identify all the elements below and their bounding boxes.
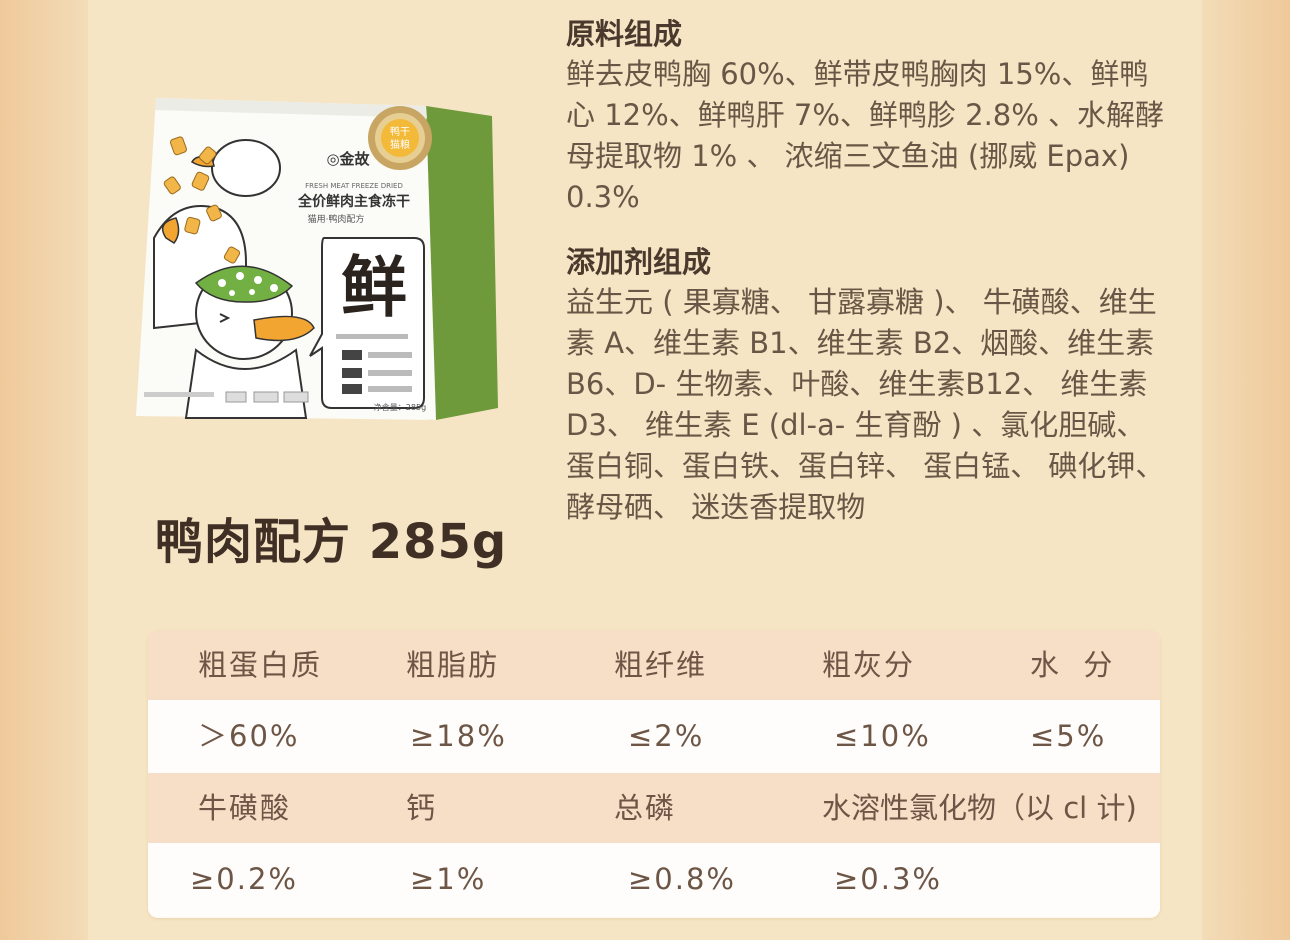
value-cell: ≥0.8% [628, 862, 736, 896]
nutrition-header-row-1: 粗蛋白质 粗脂肪 粗纤维 粗灰分 水 分 [148, 630, 1160, 700]
nutrition-value-row-1: ＞60% ≥18% ≤2% ≤10% ≤5% [148, 700, 1160, 773]
value-cell: ≤5% [1030, 719, 1107, 753]
package-badge: 鲜 [341, 249, 407, 326]
additives-text: 益生元 ( 果寡糖、 甘露寡糖 )、 牛磺酸、维生素 A、维生素 B1、维生素 … [566, 285, 1165, 524]
ingredients-text: 鲜去皮鸭胸 60%、鲜带皮鸭胸肉 15%、鲜鸭心 12%、鲜鸭肝 7%、鲜鸭胗 … [566, 57, 1165, 214]
value-cell: ＞60% [198, 719, 300, 753]
product-package-image: 鸭干 猫粮 ◎金故 FRESH MEAT FREEZE DRIED 全价鲜肉主食… [136, 98, 498, 420]
header-cell: 粗蛋白质 [198, 648, 323, 682]
ingredients-section: 原料组成 鲜去皮鸭胸 60%、鲜带皮鸭胸肉 15%、鲜鸭心 12%、鲜鸭肝 7%… [566, 14, 1166, 218]
value-cell: ≥0.3% [834, 862, 942, 896]
value-cell: ≥1% [410, 862, 487, 896]
header-cell: 粗纤维 [614, 648, 708, 682]
additives-heading: 添加剂组成 [566, 245, 712, 279]
header-cell: 牛磺酸 [198, 791, 292, 825]
header-cell: 粗灰分 [822, 648, 916, 682]
value-cell: ≥0.2% [190, 862, 298, 896]
package-weight: 净含量：285g [374, 402, 426, 412]
nutrition-value-row-2: ≥0.2% ≥1% ≥0.8% ≥0.3% [148, 843, 1160, 916]
ingredients-heading: 原料组成 [566, 17, 683, 51]
header-cell: 水溶性氯化物（以 cl 计) [822, 791, 1137, 825]
header-cell: 水 分 [1030, 648, 1115, 682]
product-title: 鸭肉配方 285g [155, 514, 508, 570]
svg-text:鸭干: 鸭干 [390, 125, 410, 138]
package-brand: ◎金故 [326, 150, 370, 168]
right-edge-decoration [1202, 0, 1290, 940]
package-line-sub: 猫用·鸭肉配方 [308, 213, 365, 225]
header-cell: 钙 [406, 791, 438, 825]
header-cell: 粗脂肪 [406, 648, 500, 682]
header-cell: 总磷 [614, 791, 677, 825]
value-cell: ≥18% [410, 719, 507, 753]
package-line-cn: 全价鲜肉主食冻干 [297, 193, 410, 210]
nutrition-table: 粗蛋白质 粗脂肪 粗纤维 粗灰分 水 分 ＞60% ≥18% ≤2% ≤10% … [148, 630, 1160, 918]
value-cell: ≤10% [834, 719, 931, 753]
svg-text:猫粮: 猫粮 [390, 138, 410, 151]
value-cell: ≤2% [628, 719, 705, 753]
additives-section: 添加剂组成 益生元 ( 果寡糖、 甘露寡糖 )、 牛磺酸、维生素 A、维生素 B… [566, 242, 1166, 528]
nutrition-header-row-2: 牛磺酸 钙 总磷 水溶性氯化物（以 cl 计) [148, 773, 1160, 843]
left-edge-decoration [0, 0, 88, 940]
package-line-en: FRESH MEAT FREEZE DRIED [305, 182, 403, 190]
